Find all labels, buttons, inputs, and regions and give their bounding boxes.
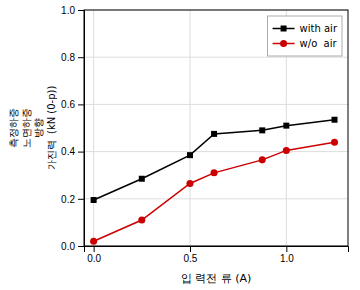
grid-line bbox=[84, 151, 348, 152]
tick: 0.5 bbox=[184, 246, 198, 264]
tick-label: 1.0 bbox=[280, 253, 294, 264]
y-axis-label: 가진력 (kN (0-p)) bbox=[46, 86, 57, 171]
tick-label: 0.0 bbox=[61, 241, 75, 252]
tick: 0.0 bbox=[87, 246, 101, 264]
tick: 0.0 bbox=[61, 241, 84, 252]
point bbox=[283, 123, 289, 129]
marker bbox=[139, 176, 145, 182]
tick-mark bbox=[94, 246, 95, 252]
legend-label: with air bbox=[300, 23, 338, 34]
series-line bbox=[94, 142, 335, 241]
legend-marker bbox=[281, 26, 287, 32]
marker bbox=[211, 169, 218, 176]
legend-item: with air bbox=[273, 23, 338, 34]
tick: 1.0 bbox=[280, 246, 294, 264]
marker bbox=[187, 152, 193, 158]
marker bbox=[90, 238, 97, 245]
marker bbox=[259, 156, 266, 163]
tick: 0.8 bbox=[61, 52, 84, 63]
legend-item: w/o air bbox=[273, 38, 338, 49]
tick-label: 1.0 bbox=[61, 5, 75, 16]
point bbox=[259, 127, 265, 133]
marks bbox=[90, 117, 338, 245]
marker bbox=[138, 217, 145, 224]
marker bbox=[91, 197, 97, 203]
x-axis: 0.0 0.5 1.0 bbox=[85, 246, 349, 264]
point bbox=[138, 217, 145, 224]
tick-label: 0.0 bbox=[87, 253, 101, 264]
marker bbox=[186, 180, 193, 187]
tick-label: 0.5 bbox=[184, 253, 198, 264]
point bbox=[211, 131, 217, 137]
grid-line bbox=[84, 198, 348, 199]
tick: 0.2 bbox=[61, 194, 84, 205]
tick-mark bbox=[78, 246, 84, 247]
tick-mark bbox=[190, 246, 191, 252]
y-axis-label: 노면하중 bbox=[21, 108, 32, 148]
x-axis-label: 입 력전 류 (A) bbox=[181, 272, 252, 285]
tick-mark bbox=[78, 104, 84, 105]
marker bbox=[332, 117, 338, 123]
y-axis-label: 측정하중 bbox=[8, 108, 19, 148]
marker bbox=[259, 127, 265, 133]
legend: with air w/o air bbox=[268, 16, 342, 56]
point bbox=[283, 147, 290, 154]
tick-label: 0.8 bbox=[61, 52, 75, 63]
point bbox=[331, 139, 338, 146]
grid-line bbox=[84, 104, 348, 105]
grid bbox=[84, 10, 348, 246]
grid-line bbox=[189, 10, 190, 246]
marker bbox=[283, 147, 290, 154]
tick-mark bbox=[78, 152, 84, 153]
marker bbox=[211, 131, 217, 137]
grid-line bbox=[93, 10, 94, 246]
legend-frame bbox=[268, 16, 342, 56]
point bbox=[91, 197, 97, 203]
y-axis-label: 방향 bbox=[33, 118, 44, 138]
tick-label: 0.6 bbox=[61, 99, 75, 110]
plot: 0.0 0.5 1.0 0.0 0.2 0.4 0.6 0.8 1.0 with air w/o a… bbox=[61, 5, 348, 264]
tick: 0.4 bbox=[61, 146, 84, 157]
tick-mark bbox=[78, 10, 84, 11]
tick-label: 0.4 bbox=[61, 146, 75, 157]
tick-mark bbox=[286, 246, 287, 252]
tick: 0.6 bbox=[61, 99, 84, 110]
point bbox=[90, 238, 97, 245]
tick-mark bbox=[78, 57, 84, 58]
plot-frame bbox=[84, 10, 348, 246]
point bbox=[139, 176, 145, 182]
legend-label: w/o air bbox=[300, 38, 338, 49]
marker bbox=[331, 139, 338, 146]
point bbox=[187, 152, 193, 158]
marker bbox=[283, 123, 289, 129]
legend-marker bbox=[280, 40, 287, 47]
point bbox=[332, 117, 338, 123]
series-line bbox=[94, 120, 335, 200]
grid-line bbox=[84, 57, 348, 58]
point bbox=[211, 169, 218, 176]
axis-domain bbox=[85, 247, 349, 253]
tick-label: 0.2 bbox=[61, 194, 75, 205]
point bbox=[186, 180, 193, 187]
tick-mark bbox=[78, 199, 84, 200]
chart: 0.0 0.5 1.0 0.0 0.2 0.4 0.6 0.8 1.0 with air w/o a… bbox=[0, 0, 360, 290]
y-axis: 0.0 0.2 0.4 0.6 0.8 1.0 bbox=[61, 5, 84, 252]
tick: 1.0 bbox=[61, 5, 84, 16]
point bbox=[259, 156, 266, 163]
